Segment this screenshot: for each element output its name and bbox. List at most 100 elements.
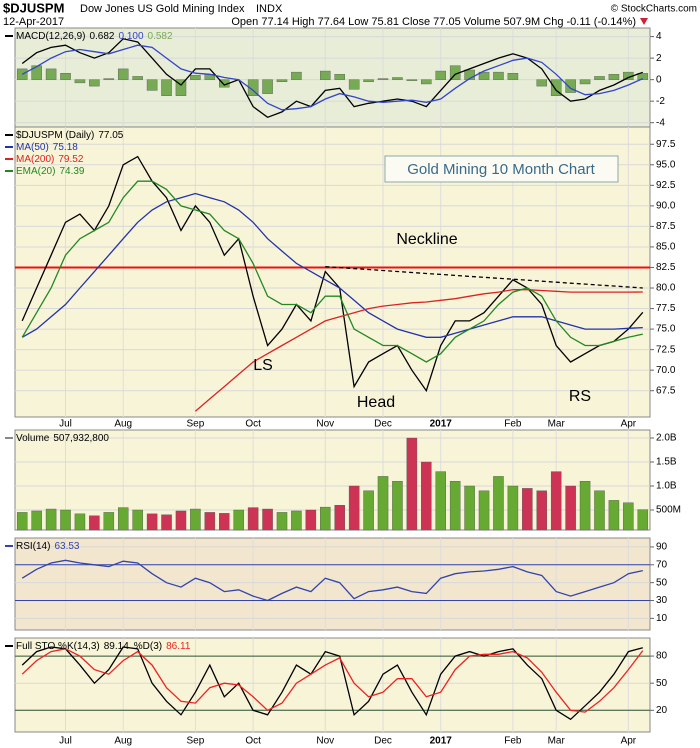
- y-tick-label: 50: [656, 577, 668, 588]
- series-line: [21, 559, 643, 602]
- bar: [478, 490, 490, 531]
- y-tick-label: 77.5: [656, 303, 676, 314]
- bar: [74, 513, 86, 531]
- bar: [117, 507, 129, 531]
- annotation: Neckline: [396, 231, 457, 248]
- y-tick-label: 80: [656, 651, 668, 662]
- down-arrow: [640, 18, 648, 25]
- bar: [60, 509, 71, 531]
- bar: [190, 75, 201, 80]
- series-line: [21, 38, 644, 119]
- bar: [320, 70, 331, 80]
- x-tick-label: Jul: [59, 419, 72, 430]
- index-name: Dow Jones US Gold Mining Index: [80, 3, 245, 15]
- y-tick-label: 75.0: [656, 324, 676, 335]
- series-line: [21, 648, 644, 713]
- x-tick-label: Mar: [548, 419, 566, 430]
- bar: [320, 506, 331, 531]
- legend-entry: EMA(20) 74.39: [16, 166, 85, 177]
- annotation-box: [384, 155, 619, 183]
- bar: [45, 508, 57, 531]
- bar: [637, 509, 649, 531]
- bar: [507, 72, 519, 80]
- x-tick-label: 2017: [430, 736, 453, 747]
- x-tick-label: Oct: [245, 419, 261, 430]
- y-tick-label: 87.5: [656, 221, 676, 232]
- legend-name: MACD(12,26,9): [16, 31, 85, 42]
- x-tick-label: Aug: [114, 736, 132, 747]
- bar: [60, 72, 71, 80]
- y-tick-label: 10: [656, 613, 668, 624]
- bar: [594, 490, 605, 531]
- bar: [146, 79, 158, 91]
- legend-name: $DJUSPM (Daily): [16, 130, 94, 141]
- bar: [550, 79, 562, 96]
- series-line: [21, 44, 644, 111]
- bar: [132, 509, 143, 531]
- y-tick-label: 2.0B: [656, 433, 677, 444]
- series-line: [21, 155, 644, 393]
- bar: [478, 71, 490, 80]
- y-tick-label: 95.0: [656, 159, 676, 170]
- y-tick-label: 70.0: [656, 365, 676, 376]
- bar: [421, 79, 432, 85]
- annotation: Gold Mining 10 Month Chart: [407, 161, 595, 178]
- y-tick-label: -4: [656, 117, 665, 128]
- y-tick-label: 67.5: [656, 385, 676, 396]
- bar: [132, 76, 143, 80]
- bar: [536, 490, 548, 531]
- y-tick-label: 90: [656, 542, 668, 553]
- x-tick-label: Jul: [59, 736, 72, 747]
- bar: [16, 512, 28, 531]
- y-tick-label: 2: [656, 53, 662, 64]
- bar: [204, 512, 216, 531]
- legend: Full STO %K(14,3) 89.14 %D(3) 86.11: [16, 641, 191, 652]
- bar: [421, 461, 432, 531]
- bar: [247, 507, 259, 531]
- bar: [522, 488, 533, 531]
- bar: [608, 500, 620, 531]
- x-tick-label: Nov: [316, 419, 334, 430]
- bar: [305, 509, 317, 531]
- bar: [117, 68, 129, 80]
- legend-name: Full STO %K(14,3): [16, 641, 100, 652]
- legend-entry: MA(200) 79.52: [16, 154, 84, 165]
- annotation: RS: [569, 388, 591, 405]
- bar: [377, 476, 389, 531]
- bar: [536, 79, 548, 87]
- symbol: $DJUSPM: [3, 0, 64, 15]
- x-tick-label: Feb: [504, 736, 522, 747]
- bar: [550, 471, 562, 531]
- legend-value: 77.05: [98, 130, 123, 141]
- bar: [464, 69, 475, 80]
- y-tick-label: 80.0: [656, 283, 676, 294]
- y-tick-label: 1.0B: [656, 481, 677, 492]
- bar: [348, 79, 360, 90]
- x-tick-label: Sep: [186, 736, 204, 747]
- x-tick-label: Feb: [504, 419, 522, 430]
- bar: [377, 78, 389, 80]
- y-tick-label: 92.5: [656, 180, 676, 191]
- legend-value: 0.582: [148, 31, 173, 42]
- bar: [334, 74, 345, 80]
- legend-name: Volume: [16, 433, 50, 444]
- copyright: © StockCharts.com: [611, 4, 697, 15]
- bar: [89, 515, 100, 531]
- y-tick-label: 50: [656, 678, 668, 689]
- bar: [161, 79, 172, 96]
- bar: [291, 71, 302, 80]
- y-tick-label: 30: [656, 595, 668, 606]
- legend-value: 0.100: [119, 31, 144, 42]
- y-tick-label: 70: [656, 559, 668, 570]
- x-tick-label: Apr: [621, 736, 637, 747]
- exchange: INDX: [256, 3, 283, 15]
- x-tick-label: Mar: [548, 736, 566, 747]
- bar: [175, 510, 187, 531]
- bar: [435, 70, 446, 80]
- x-tick-label: 2017: [430, 419, 453, 430]
- series-line: [21, 180, 643, 363]
- x-tick-label: Dec: [374, 736, 392, 747]
- bar: [219, 513, 230, 531]
- bar: [45, 68, 57, 80]
